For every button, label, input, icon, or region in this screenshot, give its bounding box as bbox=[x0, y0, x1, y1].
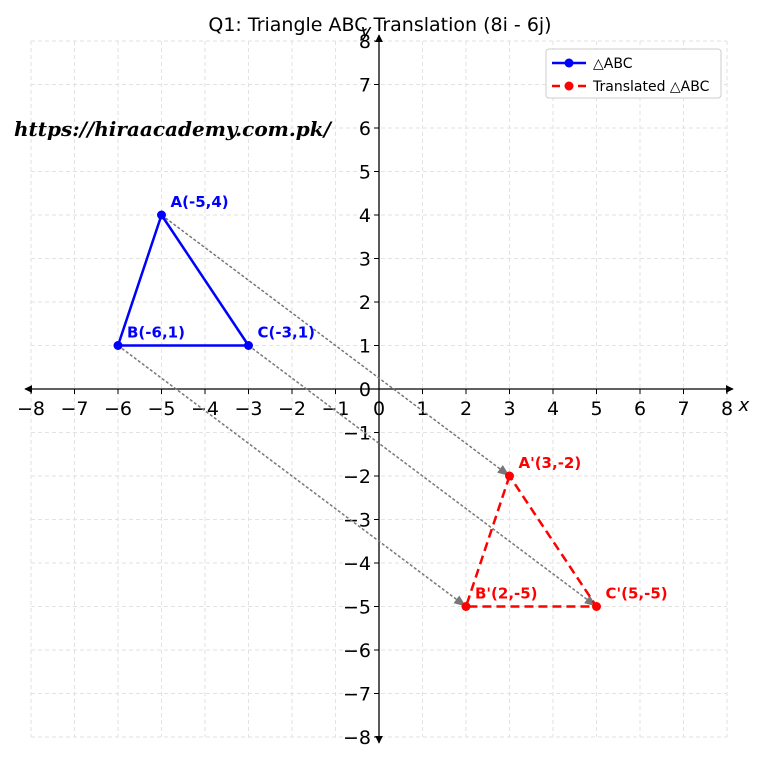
watermark-url: https://hiraacademy.com.pk/ bbox=[14, 117, 333, 141]
x-tick-label: 6 bbox=[634, 398, 646, 420]
translation-arrow bbox=[117, 344, 467, 608]
x-tick-label: 5 bbox=[590, 398, 602, 420]
vertex-marker bbox=[244, 341, 253, 350]
vertex-label: A'(3,-2) bbox=[519, 454, 582, 472]
translation-arrows bbox=[117, 214, 597, 608]
triangle-translated bbox=[464, 475, 598, 608]
vertex-label: A(-5,4) bbox=[171, 193, 229, 211]
y-tick-label: −5 bbox=[343, 597, 371, 619]
legend-marker-translated bbox=[564, 81, 574, 91]
x-axis-label: x bbox=[738, 395, 750, 416]
x-tick-label: −4 bbox=[191, 398, 219, 420]
y-tick-label: 4 bbox=[359, 205, 371, 227]
vertex-label: C'(5,-5) bbox=[606, 585, 668, 603]
x-tick-label: −7 bbox=[60, 398, 88, 420]
x-tick-label: −8 bbox=[17, 398, 45, 420]
triangle-abc bbox=[116, 214, 250, 347]
legend-label-translated: Translated △ABC bbox=[592, 79, 710, 95]
x-tick-label: 8 bbox=[721, 398, 733, 420]
y-tick-label: 2 bbox=[359, 292, 371, 314]
y-tick-label: 8 bbox=[359, 31, 371, 53]
y-tick-label: 6 bbox=[359, 118, 371, 140]
vertex-label: C(-3,1) bbox=[258, 324, 316, 342]
point-labels: A(-5,4) B(-6,1) C(-3,1) A'(3,-2) B'(2,-5) C'(… bbox=[127, 193, 668, 603]
y-tick-label: −1 bbox=[343, 423, 371, 445]
y-tick-label: 3 bbox=[359, 249, 371, 271]
x-tick-label: 7 bbox=[677, 398, 689, 420]
vertex-marker bbox=[505, 471, 514, 481]
vertex-label: B(-6,1) bbox=[127, 324, 185, 342]
y-tick-label: −7 bbox=[343, 684, 371, 706]
y-tick-label: −2 bbox=[343, 466, 371, 488]
y-tick-label: −6 bbox=[343, 640, 371, 662]
y-tick-label: −3 bbox=[343, 510, 371, 532]
x-tick-label: 1 bbox=[416, 398, 428, 420]
x-tick-label: −3 bbox=[234, 398, 262, 420]
legend: △ABC Translated △ABC bbox=[545, 48, 722, 99]
y-tick-label: 7 bbox=[359, 75, 371, 97]
x-tick-label: −5 bbox=[147, 398, 175, 420]
chart-title: Q1: Triangle ABC Translation (8i - 6j) bbox=[208, 14, 551, 36]
x-tick-label: 2 bbox=[460, 398, 472, 420]
legend-marker-original bbox=[564, 58, 574, 68]
vertex-marker bbox=[592, 602, 601, 611]
legend-label-original: △ABC bbox=[593, 56, 633, 72]
vertex-label: B'(2,-5) bbox=[475, 585, 538, 603]
tick-labels: −8 −7 −6 −5 −4 −3 −2 −1 0 1 2 3 4 5 6 7 8−8−7−6−5−4−3−2−… bbox=[17, 31, 733, 749]
x-tick-label: −6 bbox=[104, 398, 132, 420]
x-tick-label: 4 bbox=[547, 398, 559, 420]
y-tick-label: 5 bbox=[359, 162, 371, 184]
vertex-marker bbox=[157, 210, 166, 220]
vertex-marker bbox=[461, 602, 471, 611]
x-tick-label: 3 bbox=[503, 398, 515, 420]
legend-frame bbox=[545, 48, 722, 99]
translation-arrow bbox=[161, 214, 510, 477]
y-axis-label: y bbox=[360, 21, 372, 42]
y-tick-label: 0 bbox=[359, 379, 371, 401]
y-tick-label: −4 bbox=[343, 553, 371, 575]
x-tick-label: −1 bbox=[321, 398, 349, 420]
y-tick-label: 1 bbox=[359, 336, 371, 358]
x-tick-label: 0 bbox=[373, 398, 385, 420]
y-tick-label: −8 bbox=[343, 727, 371, 749]
x-tick-label: −2 bbox=[278, 398, 306, 420]
translation-arrow bbox=[248, 344, 597, 608]
series bbox=[113, 210, 601, 611]
vertex-marker bbox=[113, 341, 123, 350]
